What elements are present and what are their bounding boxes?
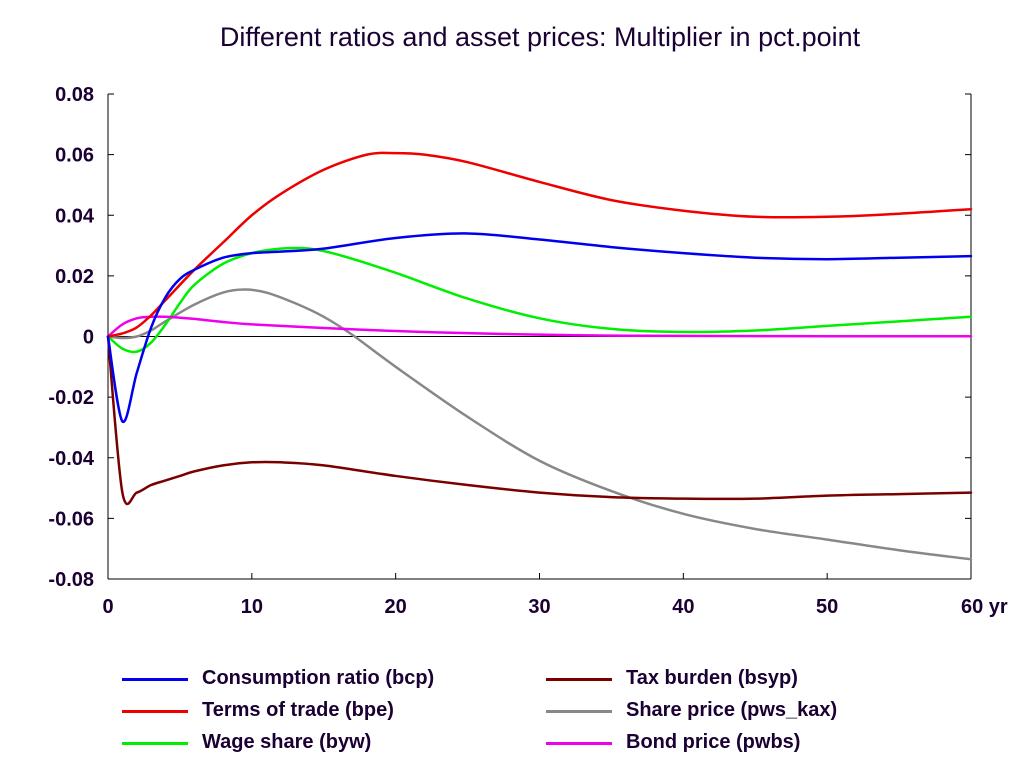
series-line-share-price-pws-kax bbox=[106, 288, 973, 561]
y-tick-label: 0.06 bbox=[55, 145, 94, 167]
chart-title: Different ratios and asset prices: Multi… bbox=[219, 22, 861, 52]
x-tick-label: 10 bbox=[241, 596, 263, 618]
series-line-bond-price-pwbs bbox=[106, 315, 973, 338]
y-tick-label: -0.06 bbox=[48, 508, 94, 530]
y-tick-label: 0 bbox=[83, 327, 94, 349]
x-tick-label: 20 bbox=[385, 596, 407, 618]
series-line-consumption-ratio-bcp bbox=[106, 232, 973, 423]
series-line-tax-burden-bsyp bbox=[106, 335, 973, 506]
tick-labels: -0.08 -0.06 -0.04 -0.02 0 0.02 0.04 0.06 0.08 0 10… bbox=[48, 84, 1008, 618]
y-tick-label: -0.08 bbox=[48, 569, 94, 591]
x-tick-label: 50 bbox=[816, 596, 838, 618]
series-line-terms-of-trade-bpe bbox=[106, 151, 973, 338]
series-lines bbox=[106, 151, 973, 561]
y-tick-label: -0.04 bbox=[48, 448, 94, 470]
x-tick-label: 40 bbox=[672, 596, 694, 618]
x-tick-label: 0 bbox=[102, 596, 113, 618]
y-tick-label: 0.08 bbox=[55, 84, 94, 106]
y-tick-label: 0.02 bbox=[55, 266, 94, 288]
x-tick-label: 60 yr bbox=[961, 596, 1008, 618]
y-tick-label: -0.02 bbox=[48, 387, 94, 409]
y-tick-label: 0.04 bbox=[55, 205, 95, 227]
x-tick-label: 30 bbox=[528, 596, 550, 618]
